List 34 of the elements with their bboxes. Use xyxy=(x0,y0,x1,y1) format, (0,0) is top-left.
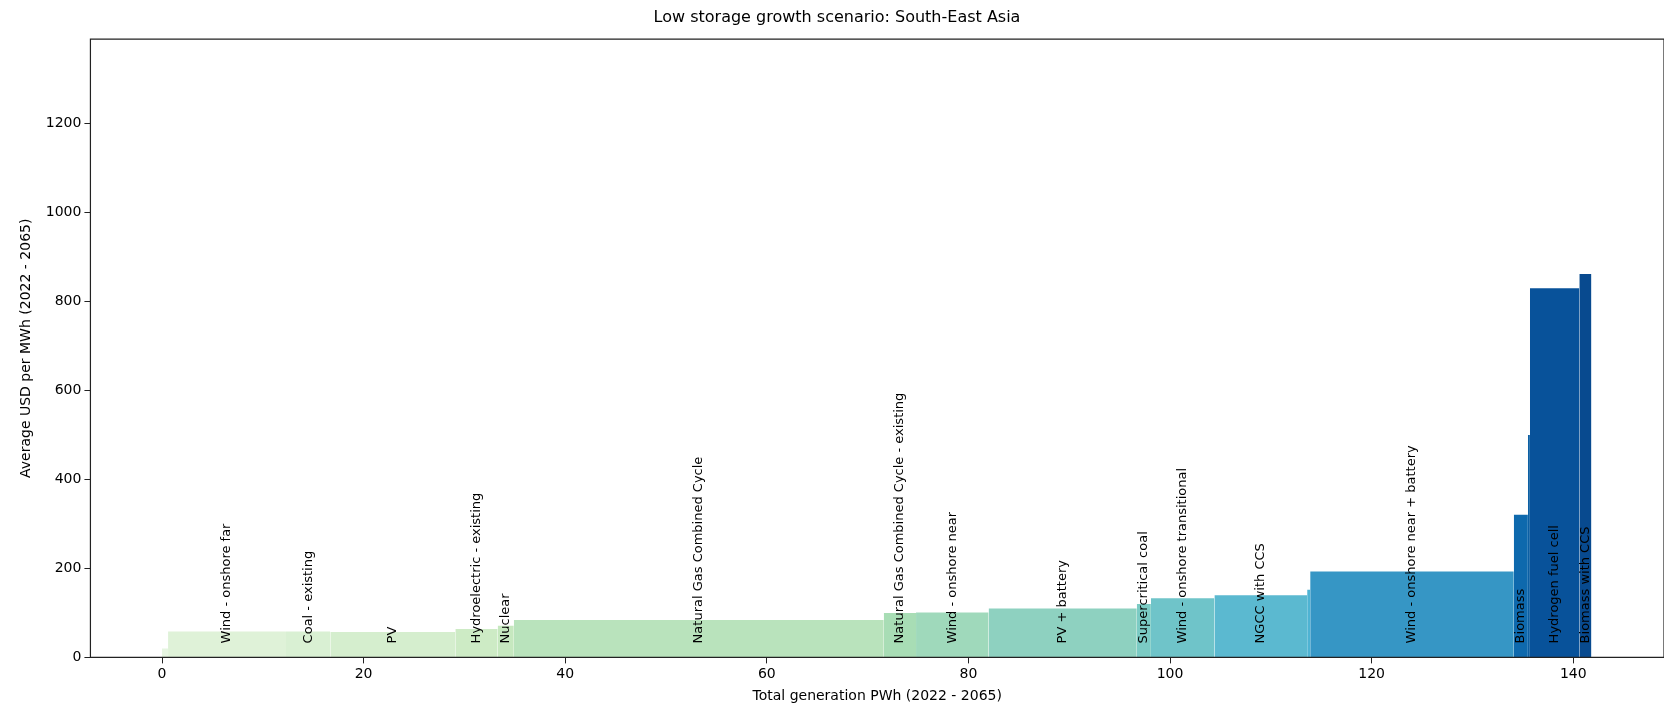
data-label: Hydrogen fuel cell xyxy=(1546,525,1561,644)
x-tick-label: 40 xyxy=(556,665,575,682)
x-tick-label: 60 xyxy=(757,665,776,682)
y-tick-label: 1200 xyxy=(45,114,82,131)
data-label: Coal - existing xyxy=(299,550,315,644)
x-tick-label: 100 xyxy=(1156,665,1184,682)
y-axis-title: Average USD per MWh (2022 - 2065) xyxy=(17,218,34,478)
y-tick-label: 800 xyxy=(54,292,82,309)
data-label: NGCC with CCS xyxy=(1252,543,1268,644)
data-label: Biomass xyxy=(1512,588,1528,644)
data-label: Wind - onshore far xyxy=(218,522,234,644)
data-label: Wind - onshore near + battery xyxy=(1403,444,1419,644)
y-tick-label: 200 xyxy=(54,559,82,576)
data-label: Wind - onshore transitional xyxy=(1174,467,1190,644)
x-axis-title: Total generation PWh (2022 - 2065) xyxy=(751,687,1002,704)
data-label: Natural Gas Combined Cycle - existing xyxy=(891,392,907,644)
data-label: Nuclear xyxy=(497,592,513,644)
x-tick-label: 120 xyxy=(1358,665,1386,682)
y-tick-label: 400 xyxy=(54,470,82,487)
y-tick-label: 1000 xyxy=(45,203,82,220)
x-tick-label: 0 xyxy=(157,665,167,682)
data-label: PV + battery xyxy=(1054,559,1070,644)
x-tick-label: 20 xyxy=(354,665,373,682)
data-label: Biomass with CCS xyxy=(1576,526,1592,644)
data-label: PV xyxy=(384,626,400,644)
data-label: Natural Gas Combined Cycle xyxy=(690,456,706,644)
data-label: Wind - onshore near xyxy=(943,511,959,644)
chart-title: Low storage growth scenario: South-East Asia xyxy=(653,6,1021,26)
y-tick-label: 600 xyxy=(54,381,82,398)
data-label: Supercritical coal xyxy=(1135,531,1151,644)
y-tick-label: 0 xyxy=(72,648,82,665)
data-label: Hydroelectric - existing xyxy=(467,492,483,644)
x-tick-label: 140 xyxy=(1559,665,1587,682)
x-tick-label: 80 xyxy=(959,665,978,682)
